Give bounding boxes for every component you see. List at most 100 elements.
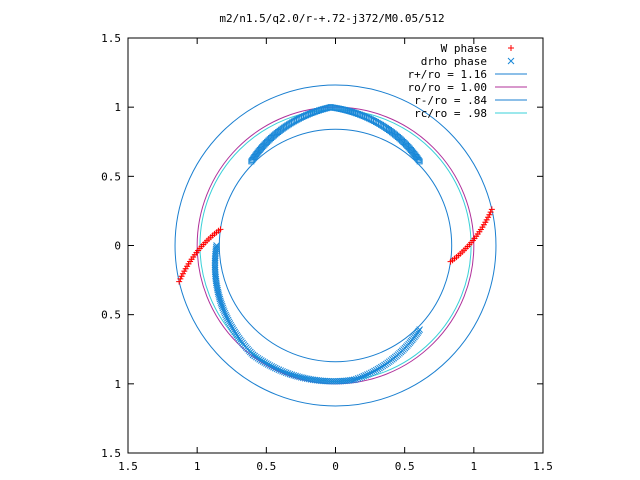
legend-label: r-/ro = .84 (414, 94, 487, 107)
drho-phase-point (507, 57, 515, 65)
drho-phase-point (270, 363, 277, 371)
drho-phase-point (286, 370, 294, 378)
y-tick-label: 0.5 (101, 170, 121, 183)
x-tick-label: 0.5 (256, 460, 276, 473)
drho-phase-point (222, 311, 230, 319)
w-phase-point (178, 273, 185, 280)
drho-phase-point (360, 372, 368, 380)
drho-phase-point (248, 158, 255, 165)
x-tick-label: 1 (194, 460, 201, 473)
y-tick-label: 0 (114, 240, 121, 253)
x-tick-label: 1.5 (118, 460, 138, 473)
drho-phase-point (354, 375, 362, 382)
w-phase-point (508, 45, 514, 51)
drho-phase-point (351, 109, 358, 116)
drho-phase-point (355, 110, 362, 117)
drho-phase-point (289, 119, 296, 126)
drho-phase-point (319, 106, 326, 113)
w-phase-point (487, 209, 494, 216)
drho-phase-point (310, 109, 317, 116)
drho-phase-point (220, 308, 228, 315)
drho-phase-point (261, 359, 269, 366)
drho-phase-point (277, 367, 285, 374)
drho-phase-point (218, 301, 225, 308)
drho-phase-point (362, 372, 369, 379)
drho-phase-point (369, 368, 377, 376)
drho-phase-point (271, 364, 279, 372)
drho-phase-point (358, 373, 366, 381)
drho-phase-point (279, 367, 286, 375)
y-tick-label: 0.5 (101, 309, 121, 322)
legend-label: rc/ro = .98 (414, 107, 487, 120)
drho-phase-point (221, 309, 229, 317)
w-phase-point (179, 270, 186, 277)
drho-phase-point (268, 363, 276, 370)
drho-phase-point (353, 110, 360, 117)
drho-phase-point (249, 156, 256, 163)
drho-phase-point (314, 108, 321, 115)
drho-phase-point (290, 371, 298, 379)
drho-phase-point (227, 321, 235, 329)
y-tick-label: 1 (114, 378, 121, 391)
drho-phase-point (317, 106, 324, 113)
drho-phase-point (371, 367, 378, 375)
legend-label: W phase (441, 42, 487, 55)
drho-phase-point (284, 370, 292, 377)
legend-label: r+/ro = 1.16 (408, 68, 487, 81)
drho-phase-point (281, 368, 288, 376)
drho-phase-point (263, 360, 270, 367)
drho-phase-point (275, 366, 283, 374)
w-phase-point (488, 206, 495, 213)
w-phase-point (177, 275, 184, 282)
chart-title: m2/n1.5/q2.0/r-+.72-j372/M0.05/512 (219, 12, 444, 25)
drho-phase-point (416, 326, 423, 333)
x-tick-label: 1.5 (533, 460, 553, 473)
drho-phase-point (217, 299, 225, 306)
drho-phase-point (349, 109, 356, 116)
drho-phase-point (223, 313, 230, 321)
drho-phase-point (218, 302, 226, 310)
drho-phase-point (349, 376, 356, 384)
drho-phase-point (294, 373, 301, 380)
y-tick-label: 1.5 (101, 447, 121, 460)
drho-phase-point (312, 108, 319, 115)
x-tick-label: 0.5 (395, 460, 415, 473)
drho-phase-point (356, 111, 363, 118)
drho-phase-point (217, 297, 224, 305)
legend-label: ro/ro = 1.00 (408, 81, 487, 94)
y-tick-label: 1.5 (101, 32, 121, 45)
w-phase-point (483, 216, 490, 223)
drho-phase-point (372, 366, 380, 374)
drho-phase-point (223, 315, 231, 322)
drho-phase-point (347, 108, 354, 115)
drho-phase-point (358, 112, 365, 119)
drho-phase-point (219, 304, 227, 312)
drho-phase-point (360, 113, 367, 120)
x-tick-label: 0 (332, 460, 339, 473)
drho-phase-point (352, 375, 360, 383)
drho-phase-point (356, 374, 364, 382)
drho-phase-point (321, 105, 328, 112)
drho-phase-point (264, 361, 272, 368)
x-tick-label: 1 (471, 460, 478, 473)
w-phase-point (485, 214, 492, 221)
drho-phase-point (292, 372, 299, 380)
circle-roro (196, 106, 475, 385)
w-phase-point (486, 211, 493, 218)
drho-phase-point (365, 370, 373, 378)
w-phase-point (176, 278, 183, 285)
drho-phase-point (351, 376, 358, 384)
drho-phase-point (296, 373, 303, 381)
drho-phase-point (266, 362, 274, 369)
drho-phase-point (298, 374, 305, 381)
drho-phase-point (367, 369, 375, 377)
drho-phase-point (220, 306, 227, 314)
drho-phase-point (288, 371, 296, 379)
drho-phase-point (225, 318, 233, 326)
drho-phase-point (316, 107, 323, 114)
drho-phase-point (226, 320, 234, 327)
y-tick-label: 1 (114, 101, 121, 114)
legend-label: drho phase (421, 55, 487, 68)
